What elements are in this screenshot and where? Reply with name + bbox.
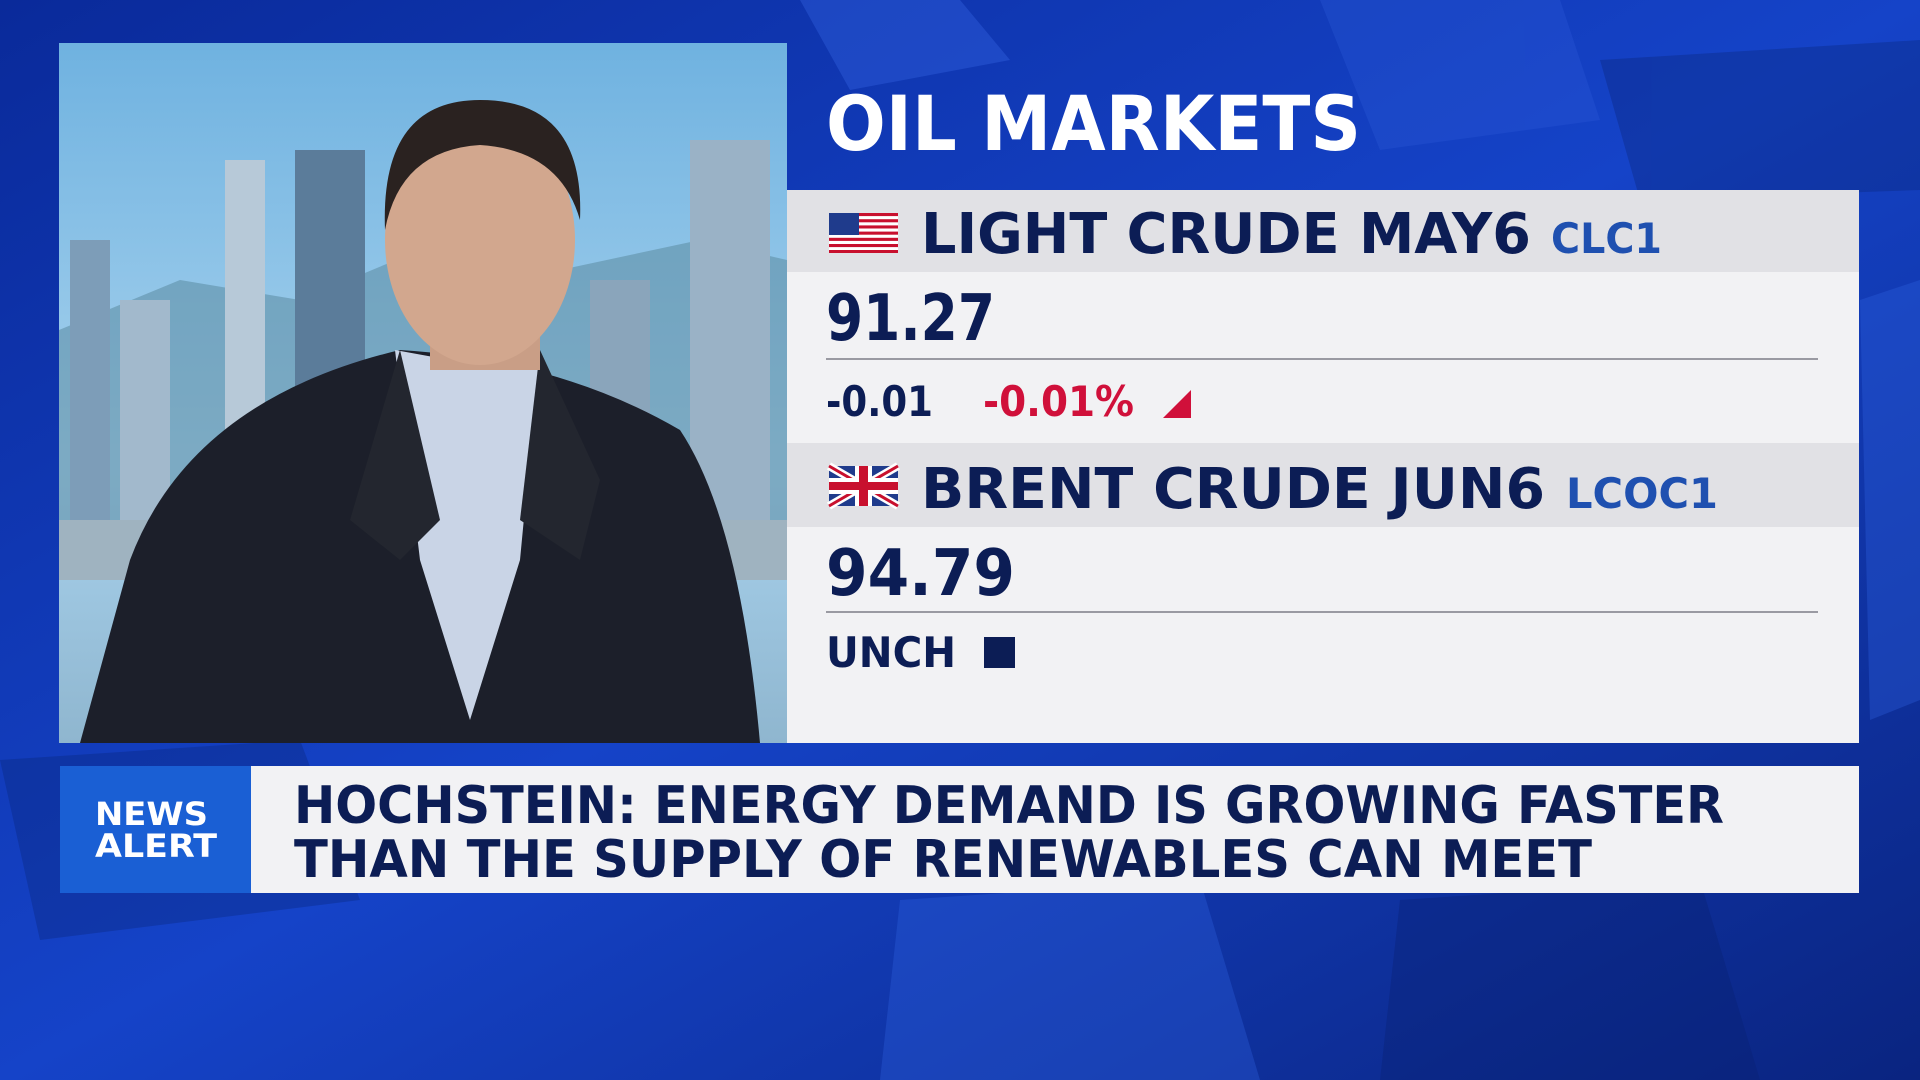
quote-change: -0.01 (826, 377, 933, 426)
quote-header (787, 443, 1859, 527)
us-flag (829, 213, 898, 253)
news-alert-label: ALERT (95, 827, 217, 865)
divider (826, 611, 1818, 613)
news-bar (60, 766, 1859, 893)
quote-change-percent: -0.01% (983, 377, 1134, 426)
headline: THAN THE SUPPLY OF RENEWABLES CAN MEET (294, 830, 1593, 890)
quote-name: LIGHT CRUDE MAY6 (921, 202, 1531, 267)
quote-name: BRENT CRUDE JUN6 (921, 457, 1545, 522)
video-feed (59, 43, 787, 743)
uk-flag (826, 462, 901, 510)
quote-price: 91.27 (826, 282, 995, 356)
quote-price: 94.79 (826, 537, 1015, 611)
news-alert-label: NEWS (95, 795, 208, 833)
divider (826, 358, 1818, 360)
quote-symbol: LCOC1 (1566, 469, 1718, 518)
news-alert-badge (60, 766, 251, 893)
down-indicator (1163, 390, 1191, 418)
quote-symbol: CLC1 (1551, 214, 1662, 263)
quote-header (787, 190, 1859, 272)
headline: HOCHSTEIN: ENERGY DEMAND IS GROWING FAST… (294, 776, 1724, 836)
unchanged-indicator (984, 637, 1015, 668)
quote-change: UNCH (826, 628, 956, 677)
panel-title: OIL MARKETS (826, 79, 1361, 168)
